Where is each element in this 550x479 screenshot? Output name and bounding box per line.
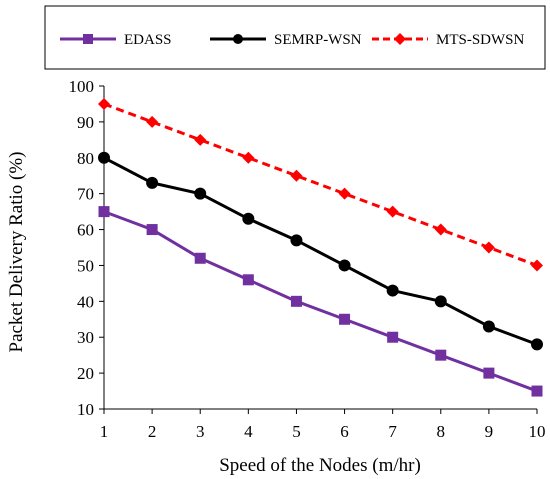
- data-point-0-5: [339, 313, 351, 325]
- y-tick-label: 10: [77, 400, 94, 419]
- legend-item-series-1: SEMRP-WSN: [210, 32, 362, 48]
- data-point-1-1: [146, 176, 159, 189]
- y-axis-title: Packet Delivery Ratio (%): [6, 151, 27, 352]
- legend-box: [44, 5, 546, 70]
- legend-label-series-1: SEMRP-WSN: [274, 32, 362, 48]
- x-tick-label: 5: [292, 422, 301, 441]
- x-axis-ticks: 1 2 3 4 5 6 7 8 9 10: [100, 409, 546, 441]
- data-point-1-3: [242, 212, 255, 225]
- data-point-1-2: [194, 187, 207, 200]
- data-point-2-3: [242, 151, 255, 164]
- x-tick-label: 9: [485, 422, 494, 441]
- data-point-0-4: [290, 295, 302, 307]
- x-tick-label: 1: [100, 422, 109, 441]
- x-axis-title: Speed of the Nodes (m/hr): [219, 455, 421, 476]
- x-tick-label: 6: [340, 422, 349, 441]
- data-point-0-9: [531, 385, 543, 397]
- data-point-1-7: [434, 295, 447, 308]
- y-tick-label: 100: [69, 77, 95, 96]
- data-point-2-1: [146, 115, 159, 128]
- legend-marker-series-0: [83, 34, 93, 44]
- series-0: [98, 206, 543, 397]
- x-tick-label: 3: [196, 422, 205, 441]
- y-tick-label: 40: [77, 292, 94, 311]
- data-point-1-8: [482, 320, 495, 333]
- y-tick-label: 50: [77, 256, 94, 275]
- data-point-2-8: [482, 241, 495, 254]
- data-point-1-9: [531, 338, 543, 351]
- y-axis-ticks: 10 20 30 40 50 60 70 80 90 100: [69, 77, 104, 419]
- x-tick-label: 2: [148, 422, 157, 441]
- data-point-2-6: [386, 205, 399, 218]
- y-tick-label: 70: [77, 185, 94, 204]
- axes: [103, 86, 537, 410]
- data-point-0-7: [435, 349, 447, 361]
- series-line-0: [103, 210, 538, 393]
- series-2: [98, 97, 543, 272]
- y-tick-label: 90: [77, 113, 94, 132]
- legend-item-series-0: EDASS: [60, 32, 172, 48]
- data-point-1-6: [386, 284, 399, 297]
- legend-item-series-2: MTS-SDWSN: [372, 32, 525, 48]
- data-point-2-5: [338, 187, 351, 200]
- data-point-0-3: [242, 274, 254, 286]
- data-point-2-4: [290, 169, 303, 182]
- data-point-0-6: [387, 331, 399, 343]
- series-1: [98, 151, 543, 351]
- data-point-2-7: [434, 223, 447, 236]
- y-tick-label: 60: [77, 221, 94, 240]
- legend-label-series-0: EDASS: [124, 32, 172, 48]
- y-tick-label: 20: [77, 364, 94, 383]
- series-line-1: [103, 156, 538, 346]
- x-tick-label: 7: [388, 422, 397, 441]
- data-point-0-0: [98, 206, 110, 218]
- y-tick-label: 80: [77, 149, 94, 168]
- data-point-2-9: [531, 259, 543, 272]
- legend-label-series-2: MTS-SDWSN: [436, 32, 525, 48]
- data-point-1-5: [338, 259, 351, 272]
- data-point-1-0: [98, 151, 110, 164]
- legend-marker-series-1: [233, 34, 243, 44]
- data-point-0-1: [146, 224, 158, 236]
- legend-marker-series-2: [394, 33, 406, 45]
- data-point-1-4: [290, 234, 303, 247]
- x-tick-label: 8: [437, 422, 446, 441]
- data-point-0-8: [483, 367, 495, 379]
- data-point-2-2: [194, 133, 207, 146]
- y-tick-label: 30: [77, 328, 94, 347]
- x-tick-label: 10: [529, 422, 546, 441]
- series-layer: [98, 97, 543, 397]
- legend: EDASS SEMRP-WSN MTS-SDWSN: [44, 5, 546, 70]
- data-point-0-2: [194, 252, 206, 264]
- x-tick-label: 4: [244, 422, 253, 441]
- data-point-2-0: [98, 97, 110, 110]
